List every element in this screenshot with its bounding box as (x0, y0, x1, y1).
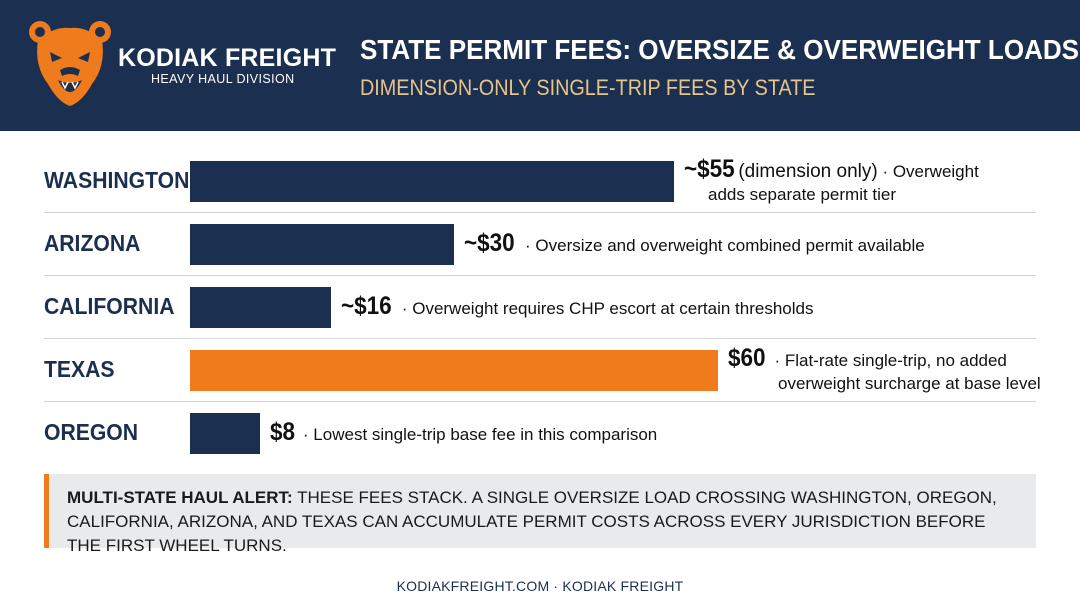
fee-note: · Oversize and overweight combined permi… (520, 236, 925, 255)
fee-note: · Lowest single-trip base fee in this co… (298, 425, 658, 444)
alert-text: MULTI-STATE HAUL ALERT: THESE FEES STACK… (67, 486, 1020, 558)
fee-value-label: ~$55 (684, 155, 735, 183)
fee-note: · Flat-rate single-trip, no added (769, 351, 1007, 370)
fee-note: · Overweight requires CHP escort at cert… (397, 299, 814, 318)
state-label: WASHINGTON (44, 167, 190, 193)
fee-annotation: ~$16 · Overweight requires CHP escort at… (340, 292, 814, 321)
multi-state-alert: MULTI-STATE HAUL ALERT: THESE FEES STACK… (44, 474, 1036, 555)
bear-logo-icon (29, 21, 111, 106)
fee-note-continued: overweight surcharge at base level (778, 374, 1041, 393)
state-label: TEXAS (44, 356, 115, 382)
page-subtitle: DIMENSION-ONLY SINGLE-TRIP FEES BY STATE (360, 75, 816, 100)
fee-bar-chart: WASHINGTON ~$55 (dimension only) · Overwei… (0, 150, 1080, 465)
fee-annotation: ~$55 (dimension only) · Overweight adds se… (684, 155, 979, 206)
fee-value-label: ~$30 (464, 229, 515, 257)
alert-label: MULTI-STATE HAUL ALERT: (67, 488, 293, 507)
fee-annotation: $60 · Flat-rate single-trip, no added ove… (728, 344, 1041, 395)
state-label: CALIFORNIA (44, 293, 175, 319)
fee-qualifier: (dimension only) (738, 161, 878, 182)
fee-bar (190, 161, 674, 202)
row-divider (44, 401, 1036, 402)
brand-name: KODIAK FREIGHT (118, 44, 337, 72)
footer-credit: KODIAKFREIGHT.COM · KODIAK FREIGHT (396, 578, 684, 594)
row-divider (44, 275, 1036, 276)
row-divider (44, 212, 1036, 213)
fee-bar (190, 350, 718, 391)
state-label: ARIZONA (44, 230, 141, 256)
brand-division: HEAVY HAUL DIVISION (151, 72, 295, 86)
page-title: STATE PERMIT FEES: OVERSIZE & OVERWEIGHT… (360, 34, 1080, 65)
fee-value-label: $8 (270, 418, 296, 446)
fee-annotation: ~$30 · Oversize and overweight combined … (464, 229, 925, 258)
fee-annotation: $8 · Lowest single-trip base fee in this… (270, 418, 658, 447)
fee-bar (190, 287, 331, 328)
fee-value-label: ~$16 (340, 292, 392, 320)
fee-bar (190, 413, 261, 454)
fee-note: · Overweight (877, 162, 979, 181)
fee-value-label: $60 (728, 344, 766, 372)
fee-bar (190, 224, 454, 265)
fee-note-continued: adds separate permit tier (708, 185, 897, 204)
alert-body: THESE FEES STACK. A SINGLE OVERSIZE LOAD… (67, 488, 997, 555)
state-label: OREGON (44, 419, 139, 445)
header-banner: KODIAK FREIGHT HEAVY HAUL DIVISION STATE… (0, 0, 1080, 131)
row-divider (44, 338, 1036, 339)
